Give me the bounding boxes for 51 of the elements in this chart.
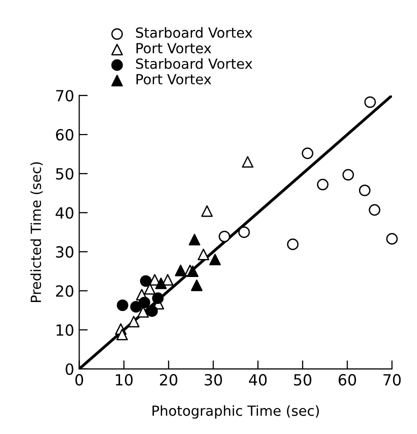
x-tick-label: 50 — [294, 374, 312, 386]
y-tick-label: 0 — [66, 363, 74, 375]
point — [174, 264, 186, 276]
point — [302, 148, 314, 160]
point — [368, 204, 380, 216]
point — [209, 254, 221, 266]
y-tick-label: 50 — [56, 168, 74, 180]
x-tick-label: 30 — [204, 374, 222, 386]
point — [316, 178, 329, 190]
y-tick-label: 70 — [56, 90, 74, 102]
point — [198, 248, 210, 260]
point — [190, 280, 203, 292]
x-tick-label: 20 — [160, 374, 178, 386]
y-tick-label: 60 — [56, 129, 74, 141]
x-tick-label: 40 — [248, 374, 267, 386]
legend-label: Starboard Vortex — [136, 58, 252, 69]
point — [137, 306, 149, 318]
x-tick-label: 0 — [75, 374, 84, 386]
point — [155, 278, 167, 290]
point — [364, 96, 376, 108]
x-tick-label: 10 — [116, 374, 133, 386]
y-tick-label: 10 — [56, 324, 74, 336]
y-axis-title: Predicted Time (sec) — [30, 162, 43, 302]
legend-label: Port Vortex — [136, 74, 212, 84]
point — [287, 238, 299, 250]
point — [130, 301, 142, 313]
point — [238, 226, 250, 238]
point — [242, 156, 254, 168]
point — [386, 233, 398, 245]
y-tick-label: 20 — [56, 285, 74, 297]
y-tick-label: 30 — [56, 246, 74, 258]
point — [140, 275, 152, 287]
x-tick-label: 70 — [384, 374, 401, 386]
point — [218, 230, 230, 242]
point — [128, 316, 140, 328]
point — [201, 205, 213, 217]
point — [342, 168, 354, 181]
point — [188, 234, 200, 246]
point — [144, 283, 156, 295]
point — [152, 292, 164, 304]
point — [138, 296, 150, 308]
x-tick-label: 60 — [338, 374, 356, 386]
legend-label: Starboard Vortex — [136, 27, 252, 38]
x-axis-title: Photographic Time (sec) — [152, 405, 319, 419]
point — [358, 184, 370, 196]
point — [186, 265, 198, 278]
y-tick-label: 40 — [56, 207, 74, 219]
point — [116, 299, 128, 312]
point — [116, 328, 128, 340]
legend-label: Port Vortex — [136, 43, 212, 54]
point — [146, 305, 158, 317]
